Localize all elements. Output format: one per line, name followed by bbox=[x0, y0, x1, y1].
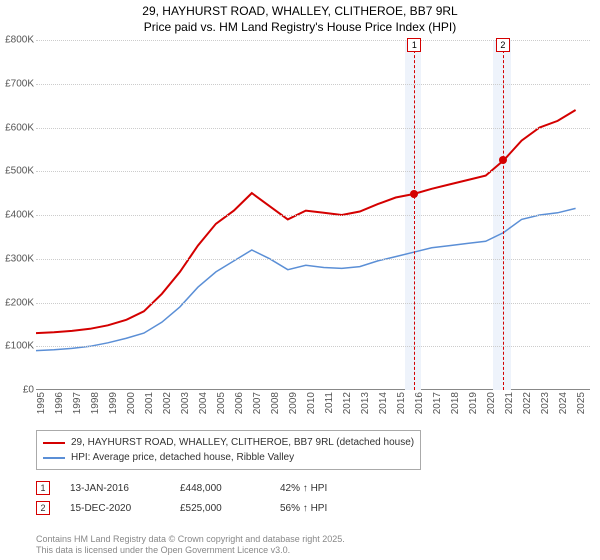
marker-badge: 2 bbox=[496, 38, 510, 52]
y-gridline bbox=[36, 303, 590, 304]
x-axis-label: 1999 bbox=[108, 392, 119, 414]
y-gridline bbox=[36, 259, 590, 260]
x-axis-label: 2023 bbox=[540, 392, 551, 414]
y-gridline bbox=[36, 84, 590, 85]
marker-point bbox=[499, 156, 507, 164]
x-axis-label: 2017 bbox=[432, 392, 443, 414]
legend-swatch bbox=[43, 457, 65, 459]
chart-area: £0£100K£200K£300K£400K£500K£600K£700K£80… bbox=[36, 40, 590, 420]
x-axis-label: 2004 bbox=[198, 392, 209, 414]
legend-label: HPI: Average price, detached house, Ribb… bbox=[71, 450, 294, 465]
x-axis-label: 2016 bbox=[414, 392, 425, 414]
transaction-price: £525,000 bbox=[180, 503, 260, 514]
x-axis-label: 2006 bbox=[234, 392, 245, 414]
legend-box: 29, HAYHURST ROAD, WHALLEY, CLITHEROE, B… bbox=[36, 430, 421, 470]
chart-title-block: 29, HAYHURST ROAD, WHALLEY, CLITHEROE, B… bbox=[0, 0, 600, 35]
marker-point bbox=[410, 190, 418, 198]
x-axis-label: 2018 bbox=[450, 392, 461, 414]
title-line-1: 29, HAYHURST ROAD, WHALLEY, CLITHEROE, B… bbox=[0, 4, 600, 20]
x-axis-label: 2022 bbox=[522, 392, 533, 414]
x-axis-label: 2020 bbox=[486, 392, 497, 414]
y-axis-label: £200K bbox=[0, 297, 34, 308]
transactions-table: 1 13-JAN-2016 £448,000 42% ↑ HPI 2 15-DEC-202… bbox=[36, 478, 590, 518]
y-gridline bbox=[36, 346, 590, 347]
transaction-date: 15-DEC-2020 bbox=[70, 503, 160, 514]
footer: Contains HM Land Registry data © Crown c… bbox=[36, 534, 345, 556]
transaction-marker: 2 bbox=[36, 501, 50, 515]
x-axis-label: 2008 bbox=[270, 392, 281, 414]
x-axis-label: 2001 bbox=[144, 392, 155, 414]
x-axis-label: 2002 bbox=[162, 392, 173, 414]
x-axis-label: 1995 bbox=[36, 392, 47, 414]
transaction-delta: 42% ↑ HPI bbox=[280, 483, 380, 494]
x-axis-label: 2010 bbox=[306, 392, 317, 414]
series-line-price_paid bbox=[36, 110, 576, 333]
y-axis-label: £0 bbox=[0, 385, 34, 396]
legend: 29, HAYHURST ROAD, WHALLEY, CLITHEROE, B… bbox=[36, 430, 590, 518]
y-gridline bbox=[36, 215, 590, 216]
x-axis-label: 2003 bbox=[180, 392, 191, 414]
plot: £0£100K£200K£300K£400K£500K£600K£700K£80… bbox=[36, 40, 590, 390]
x-axis-label: 1998 bbox=[90, 392, 101, 414]
x-axis-label: 2000 bbox=[126, 392, 137, 414]
x-axis-label: 2014 bbox=[378, 392, 389, 414]
x-axis-label: 1997 bbox=[72, 392, 83, 414]
x-axis-label: 2025 bbox=[576, 392, 587, 414]
transaction-marker: 1 bbox=[36, 481, 50, 495]
x-axis-label: 2024 bbox=[558, 392, 569, 414]
x-axis-label: 2007 bbox=[252, 392, 263, 414]
y-gridline bbox=[36, 171, 590, 172]
y-axis-label: £500K bbox=[0, 166, 34, 177]
transaction-price: £448,000 bbox=[180, 483, 260, 494]
transaction-row: 1 13-JAN-2016 £448,000 42% ↑ HPI bbox=[36, 478, 590, 498]
x-axis-label: 2015 bbox=[396, 392, 407, 414]
y-axis-label: £100K bbox=[0, 341, 34, 352]
y-axis-label: £400K bbox=[0, 210, 34, 221]
x-axis-label: 2009 bbox=[288, 392, 299, 414]
transaction-delta: 56% ↑ HPI bbox=[280, 503, 380, 514]
title-line-2: Price paid vs. HM Land Registry's House … bbox=[0, 20, 600, 36]
x-axis-label: 2005 bbox=[216, 392, 227, 414]
series-line-hpi bbox=[36, 208, 576, 350]
y-axis-label: £300K bbox=[0, 253, 34, 264]
legend-swatch bbox=[43, 442, 65, 444]
x-axis-label: 1996 bbox=[54, 392, 65, 414]
y-axis-label: £700K bbox=[0, 78, 34, 89]
footer-line-1: Contains HM Land Registry data © Crown c… bbox=[36, 534, 345, 545]
legend-row: 29, HAYHURST ROAD, WHALLEY, CLITHEROE, B… bbox=[43, 435, 414, 450]
footer-line-2: This data is licensed under the Open Gov… bbox=[36, 545, 345, 556]
transaction-row: 2 15-DEC-2020 £525,000 56% ↑ HPI bbox=[36, 498, 590, 518]
x-axis-label: 2019 bbox=[468, 392, 479, 414]
transaction-date: 13-JAN-2016 bbox=[70, 483, 160, 494]
x-axis-label: 2011 bbox=[324, 392, 335, 414]
y-gridline bbox=[36, 128, 590, 129]
x-axis-label: 2013 bbox=[360, 392, 371, 414]
marker-vline bbox=[414, 40, 415, 390]
marker-vline bbox=[503, 40, 504, 390]
marker-badge: 1 bbox=[407, 38, 421, 52]
x-axis-label: 2021 bbox=[504, 392, 515, 414]
y-axis-label: £800K bbox=[0, 35, 34, 46]
legend-row: HPI: Average price, detached house, Ribb… bbox=[43, 450, 414, 465]
x-axis-label: 2012 bbox=[342, 392, 353, 414]
legend-label: 29, HAYHURST ROAD, WHALLEY, CLITHEROE, B… bbox=[71, 435, 414, 450]
y-axis-label: £600K bbox=[0, 122, 34, 133]
